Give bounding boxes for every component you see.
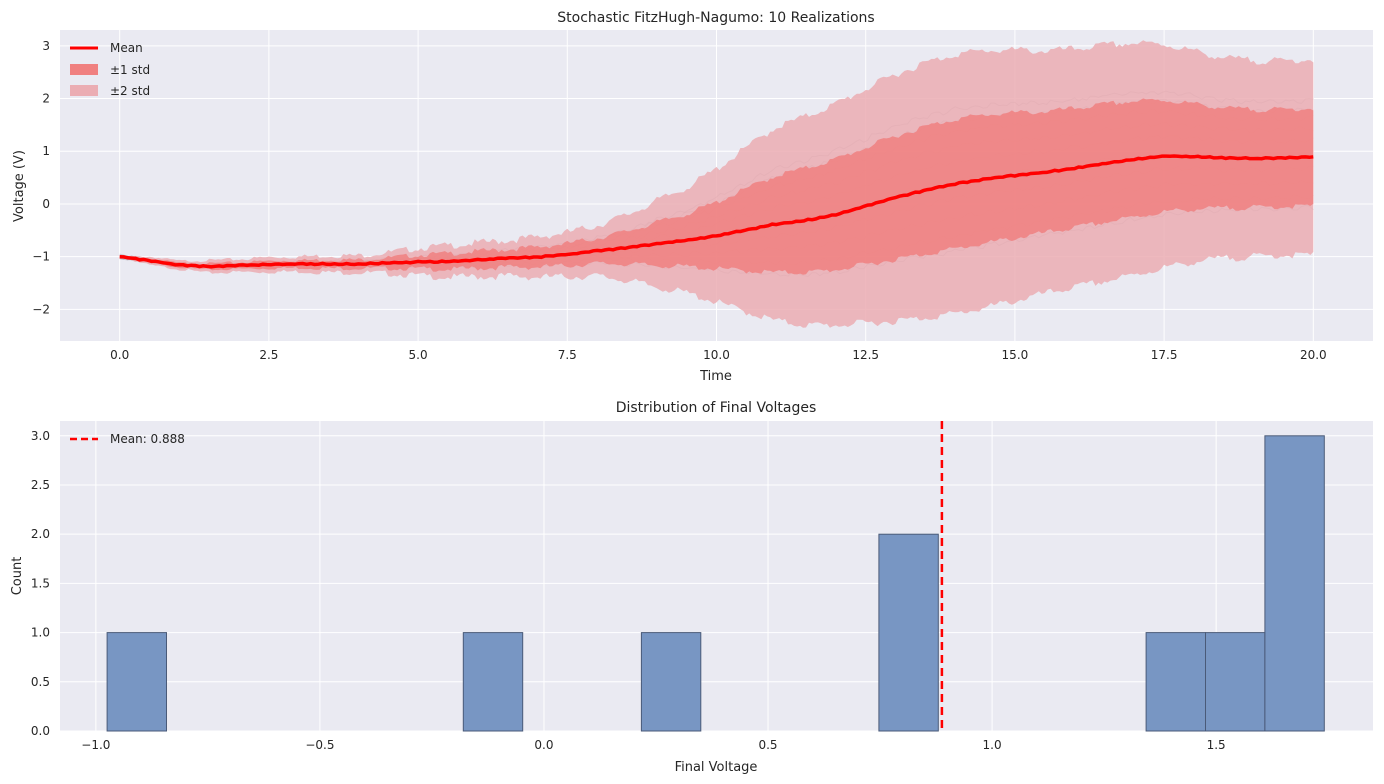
- x-tick-label: 0.0: [110, 348, 129, 362]
- y-tick-label: −2: [32, 302, 50, 316]
- x-tick-label: −0.5: [305, 738, 334, 752]
- x-tick-label: 5.0: [409, 348, 428, 362]
- x-tick-label: 20.0: [1300, 348, 1327, 362]
- x-tick-label: 10.0: [703, 348, 730, 362]
- histogram-bar: [640, 632, 702, 732]
- histogram-title: Distribution of Final Voltages: [616, 400, 817, 416]
- x-tick-label: 7.5: [558, 348, 577, 362]
- timeseries-axes: 0.0 2.5 5.0 7.5 10.0 12.5 15.0 17.5 20.0 −2 −1 0 1 2…: [12, 10, 1373, 384]
- timeseries-x-label: Time: [699, 369, 732, 384]
- one-std-band: [119, 98, 1314, 275]
- y-tick-label: 3: [42, 39, 50, 53]
- y-tick-label: 1.0: [31, 626, 50, 640]
- histogram-bar: [1145, 632, 1206, 732]
- x-tick-label: 1.5: [1207, 738, 1226, 752]
- y-tick-label: 0: [42, 197, 50, 211]
- timeseries-x-ticks: 0.0 2.5 5.0 7.5 10.0 12.5 15.0 17.5 20.0: [110, 348, 1327, 362]
- y-tick-label: 3.0: [31, 429, 50, 443]
- histogram-bar: [878, 533, 939, 732]
- x-tick-label: −1.0: [81, 738, 110, 752]
- histogram-bar: [106, 632, 167, 732]
- histogram-legend: Mean: 0.888: [70, 432, 185, 446]
- x-tick-label: 15.0: [1002, 348, 1029, 362]
- y-tick-label: 0.5: [31, 675, 50, 689]
- y-tick-label: 1: [42, 144, 50, 158]
- legend-two-std-label: ±2 std: [110, 84, 150, 98]
- histogram-x-ticks: −1.0 −0.5 0.0 0.5 1.0 1.5: [81, 738, 1225, 752]
- two-std-band: [119, 40, 1314, 328]
- x-tick-label: 12.5: [852, 348, 879, 362]
- x-tick-label: 0.0: [534, 738, 553, 752]
- histogram-y-ticks: 0.0 0.5 1.0 1.5 2.0 2.5 3.0: [31, 429, 50, 738]
- mean-line: [119, 154, 1314, 269]
- timeseries-legend: Mean ±1 std ±2 std: [70, 41, 150, 98]
- y-tick-label: 1.5: [31, 576, 50, 590]
- x-tick-label: 0.5: [758, 738, 777, 752]
- x-tick-label: 17.5: [1151, 348, 1178, 362]
- legend-two-std-swatch: [70, 85, 98, 96]
- y-tick-label: 2.5: [31, 478, 50, 492]
- histogram-y-label: Count: [10, 557, 25, 596]
- timeseries-title: Stochastic FitzHugh-Nagumo: 10 Realizati…: [557, 10, 874, 26]
- x-tick-label: 1.0: [983, 738, 1002, 752]
- histogram-bar: [462, 632, 524, 732]
- histogram-bars: [106, 435, 1325, 732]
- histogram-bar: [1264, 435, 1325, 732]
- histogram-x-label: Final Voltage: [675, 760, 758, 775]
- legend-mean-label: Mean: [110, 41, 143, 55]
- x-tick-label: 2.5: [259, 348, 278, 362]
- y-tick-label: 2.0: [31, 527, 50, 541]
- histogram-bar: [1205, 632, 1266, 732]
- y-tick-label: 2: [42, 92, 50, 106]
- y-tick-label: 0.0: [31, 724, 50, 738]
- timeseries-y-label: Voltage (V): [12, 150, 27, 222]
- histogram-axes: −1.0 −0.5 0.0 0.5 1.0 1.5 0.0 0.5 1.0 1.5 2.0 2.5 3…: [10, 400, 1373, 775]
- legend-mean-value-label: Mean: 0.888: [110, 432, 185, 446]
- timeseries-y-ticks: −2 −1 0 1 2 3: [32, 39, 50, 317]
- legend-one-std-label: ±1 std: [110, 63, 150, 77]
- y-tick-label: −1: [32, 250, 50, 264]
- legend-one-std-swatch: [70, 64, 98, 75]
